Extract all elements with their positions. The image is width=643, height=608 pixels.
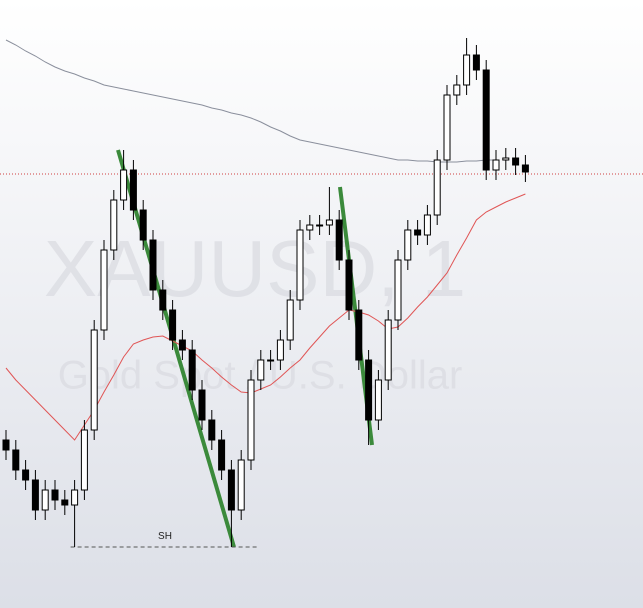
pattern-leg xyxy=(116,149,236,548)
candle-body xyxy=(365,359,373,421)
candle-body xyxy=(51,489,59,501)
candle-body xyxy=(2,439,10,451)
candle-body xyxy=(41,489,49,511)
candle-body xyxy=(453,84,461,96)
candle-body xyxy=(286,299,294,341)
candle-body xyxy=(61,499,69,506)
candle-body xyxy=(355,309,363,361)
candle-body xyxy=(247,379,255,461)
candle-body xyxy=(208,419,216,441)
candle-body xyxy=(139,209,147,241)
candle-body xyxy=(384,319,392,381)
candle-body xyxy=(267,359,275,362)
candle-body xyxy=(22,469,30,481)
candle-body xyxy=(345,259,353,311)
candle-body xyxy=(521,164,529,173)
candle-body xyxy=(188,349,196,391)
candle-body xyxy=(237,459,245,511)
candle-body xyxy=(492,159,500,171)
candle-body xyxy=(218,439,226,471)
candle-body xyxy=(404,229,412,261)
candle-body xyxy=(100,249,108,331)
candle-body xyxy=(120,169,128,201)
candle-body xyxy=(90,329,98,431)
candle-body xyxy=(443,94,451,161)
candle-body xyxy=(482,69,490,171)
swing-label: SH xyxy=(158,531,172,542)
candle-body xyxy=(296,229,304,301)
candle-body xyxy=(12,449,20,471)
candle-body xyxy=(512,157,520,166)
candle-body xyxy=(276,339,284,361)
candle-body xyxy=(178,339,186,351)
candle-body xyxy=(306,224,314,231)
candle-body xyxy=(335,219,343,261)
candle-body xyxy=(316,224,324,227)
candle-body xyxy=(71,489,79,506)
candle-body xyxy=(502,157,510,161)
candle-body xyxy=(394,259,402,321)
plot: SH xyxy=(0,38,643,548)
candle-body xyxy=(110,199,118,251)
candle-body xyxy=(227,469,235,511)
candle-body xyxy=(414,229,422,236)
candle-body xyxy=(463,54,471,86)
candle-body xyxy=(129,169,137,211)
candle-body xyxy=(257,359,265,381)
candle-body xyxy=(169,309,177,341)
candle-body xyxy=(198,389,206,421)
candle-body xyxy=(374,379,382,421)
candle-body xyxy=(149,239,157,291)
candle-body xyxy=(423,214,431,236)
candle-body xyxy=(31,479,39,511)
moving-average xyxy=(5,39,496,163)
candle-body xyxy=(80,429,88,491)
candle-body xyxy=(159,289,167,311)
candle-body xyxy=(472,54,480,71)
candle-body xyxy=(325,219,333,226)
candle-body xyxy=(433,159,441,216)
